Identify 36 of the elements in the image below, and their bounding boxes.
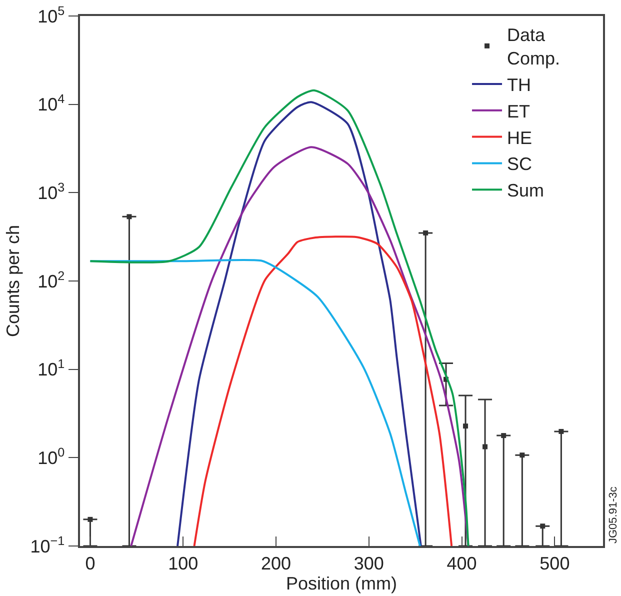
- y-tick-label: 10$^{3}$: [38, 180, 65, 203]
- line-series: [193, 236, 453, 546]
- x-tick-label: 0: [85, 553, 96, 574]
- x-tick-label: 400: [446, 553, 477, 574]
- point: [501, 433, 506, 438]
- point: [126, 214, 132, 220]
- legend-label: Data Comp.: [507, 25, 560, 69]
- y-tick-label: 10$^{2}$: [38, 268, 65, 292]
- y-tick-label: 10$^{1}$: [38, 357, 65, 380]
- y-tick-label: 10$^{−1}$: [30, 534, 65, 556]
- point: [482, 444, 488, 450]
- line-series: [89, 89, 470, 546]
- line-series: [130, 146, 470, 546]
- point: [463, 424, 468, 429]
- point: [88, 516, 93, 522]
- y-axis-title: Counts per ch: [2, 224, 23, 338]
- text: JG05.91-3c: [608, 486, 620, 544]
- y-tick-label: 10$^{0}$: [38, 445, 65, 468]
- point: [520, 452, 525, 458]
- point: [558, 428, 564, 434]
- point: [540, 524, 546, 529]
- legend-label: TH: [507, 75, 532, 96]
- x-tick-label: 100: [168, 553, 198, 574]
- y-tick-label: 10$^{5}$: [38, 4, 65, 26]
- x-tick-label: 500: [540, 553, 570, 574]
- x-tick-label: 300: [354, 553, 384, 574]
- legend-label: SC: [507, 154, 532, 174]
- line-series: [89, 258, 421, 546]
- legend-label: HE: [507, 128, 532, 148]
- x-axis-title: Position (mm): [286, 573, 398, 594]
- line-series: [176, 101, 422, 546]
- x-tick-label: 200: [260, 553, 292, 574]
- legend-label: ET: [507, 101, 530, 122]
- point: [423, 230, 428, 236]
- y-tick-label: 10$^{4}$: [38, 92, 65, 115]
- legend-label: Sum: [507, 180, 544, 201]
